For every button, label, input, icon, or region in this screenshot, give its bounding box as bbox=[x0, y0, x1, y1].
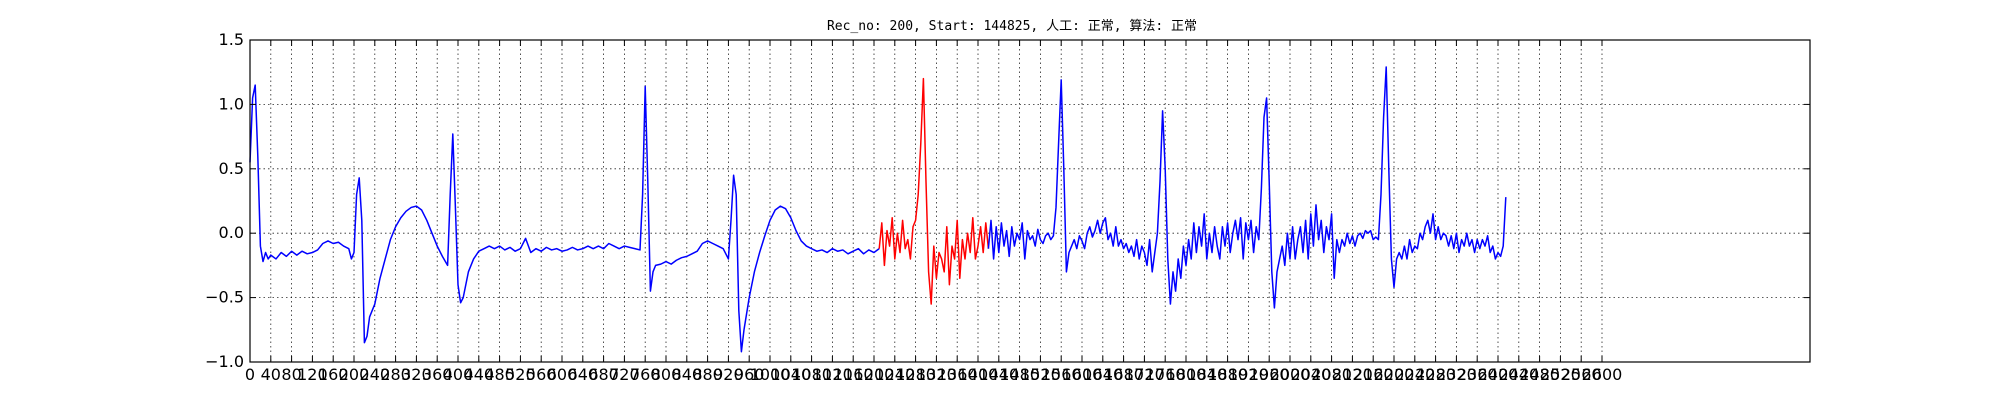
tick-layer bbox=[249, 39, 1810, 363]
x-tick-label: 680 bbox=[588, 365, 619, 384]
x-tick-label: 1080 bbox=[791, 365, 832, 384]
x-axis-tick-labels: 0 40 8012016020024028032036040044048052056… bbox=[245, 365, 1622, 384]
x-tick-label: 760 bbox=[630, 365, 661, 384]
y-tick-label: 0.0 bbox=[219, 223, 244, 242]
x-tick-label: 40 bbox=[261, 365, 281, 384]
x-tick-label: 1360 bbox=[937, 365, 978, 384]
x-tick-label: 0 bbox=[245, 365, 255, 384]
x-tick-label: 1800 bbox=[1166, 365, 1207, 384]
x-tick-label: 1320 bbox=[916, 365, 957, 384]
x-tick-label: 2360 bbox=[1457, 365, 1498, 384]
chart-title: Rec_no: 200, Start: 144825, 人工: 正常, 算法: … bbox=[827, 19, 1197, 34]
x-tick-label: 2560 bbox=[1561, 365, 1602, 384]
x-tick-label: 880 bbox=[692, 365, 723, 384]
x-tick-label: 1120 bbox=[812, 365, 853, 384]
x-tick-label: 1440 bbox=[978, 365, 1019, 384]
x-tick-label: 1920 bbox=[1228, 365, 1269, 384]
x-tick-label: 200 bbox=[339, 365, 370, 384]
x-tick-label: 560 bbox=[526, 365, 557, 384]
ecg-series-line-3 bbox=[987, 66, 1507, 309]
x-tick-label: 1840 bbox=[1186, 365, 1227, 384]
x-tick-label: 160 bbox=[318, 365, 349, 384]
x-tick-label: 120 bbox=[297, 365, 328, 384]
x-tick-label: 280 bbox=[380, 365, 411, 384]
x-tick-label: 1160 bbox=[833, 365, 874, 384]
x-tick-label: 1760 bbox=[1145, 365, 1186, 384]
x-tick-label: 1960 bbox=[1249, 365, 1290, 384]
x-tick-label: 640 bbox=[568, 365, 599, 384]
x-tick-label: 2200 bbox=[1374, 365, 1415, 384]
x-tick-label: 2400 bbox=[1478, 365, 1519, 384]
x-tick-label: 320 bbox=[401, 365, 432, 384]
x-tick-label: 400 bbox=[443, 365, 474, 384]
x-tick-label: 1640 bbox=[1082, 365, 1123, 384]
ecg-series-line-2 bbox=[878, 77, 990, 305]
x-tick-label: 720 bbox=[609, 365, 640, 384]
x-tick-label: 520 bbox=[505, 365, 536, 384]
x-tick-label: 1600 bbox=[1062, 365, 1103, 384]
x-tick-label: 1400 bbox=[958, 365, 999, 384]
x-tick-label: 960 bbox=[734, 365, 765, 384]
x-tick-label: 240 bbox=[360, 365, 391, 384]
y-tick-label: 0.5 bbox=[219, 159, 244, 178]
y-tick-label: 1.0 bbox=[219, 94, 244, 113]
x-tick-label: 1880 bbox=[1207, 365, 1248, 384]
x-tick-label: 2240 bbox=[1394, 365, 1435, 384]
x-tick-label: 1720 bbox=[1124, 365, 1165, 384]
x-tick-label: 2120 bbox=[1332, 365, 1373, 384]
x-tick-label: 1200 bbox=[854, 365, 895, 384]
x-tick-label: 80 bbox=[281, 365, 301, 384]
x-tick-label: 2600 bbox=[1582, 365, 1623, 384]
x-tick-label: 800 bbox=[651, 365, 682, 384]
y-tick-label: 1.5 bbox=[219, 30, 244, 49]
x-tick-label: 480 bbox=[484, 365, 515, 384]
x-tick-label: 2440 bbox=[1498, 365, 1539, 384]
x-tick-label: 1520 bbox=[1020, 365, 1061, 384]
y-axis-tick-labels: −1.0 −0.5 0.0 0.5 1.0 1.5 bbox=[205, 30, 244, 371]
x-tick-label: 1560 bbox=[1041, 365, 1082, 384]
x-tick-label: 2040 bbox=[1290, 365, 1331, 384]
axes-frame bbox=[249, 39, 1811, 363]
x-tick-label: 1280 bbox=[895, 365, 936, 384]
x-tick-label: 2480 bbox=[1519, 365, 1560, 384]
series-layer bbox=[249, 66, 1507, 353]
x-tick-label: 2280 bbox=[1415, 365, 1456, 384]
x-tick-label: 2520 bbox=[1540, 365, 1581, 384]
x-tick-label: 840 bbox=[672, 365, 703, 384]
x-tick-label: 1680 bbox=[1103, 365, 1144, 384]
x-tick-label: 440 bbox=[464, 365, 495, 384]
x-tick-label: 1000 bbox=[750, 365, 791, 384]
ecg-series-line-1 bbox=[249, 84, 880, 353]
x-tick-label: 360 bbox=[422, 365, 453, 384]
x-tick-label: 1480 bbox=[999, 365, 1040, 384]
x-tick-label: 2080 bbox=[1311, 365, 1352, 384]
x-tick-label: 920 bbox=[713, 365, 744, 384]
x-tick-label: 1240 bbox=[874, 365, 915, 384]
y-tick-label: −1.0 bbox=[205, 352, 244, 371]
x-tick-label: 2320 bbox=[1436, 365, 1477, 384]
x-tick-label: 2000 bbox=[1270, 365, 1311, 384]
x-tick-label: 2160 bbox=[1353, 365, 1394, 384]
y-tick-label: −0.5 bbox=[205, 288, 244, 307]
x-tick-label: 600 bbox=[547, 365, 578, 384]
x-tick-label: 1040 bbox=[770, 365, 811, 384]
